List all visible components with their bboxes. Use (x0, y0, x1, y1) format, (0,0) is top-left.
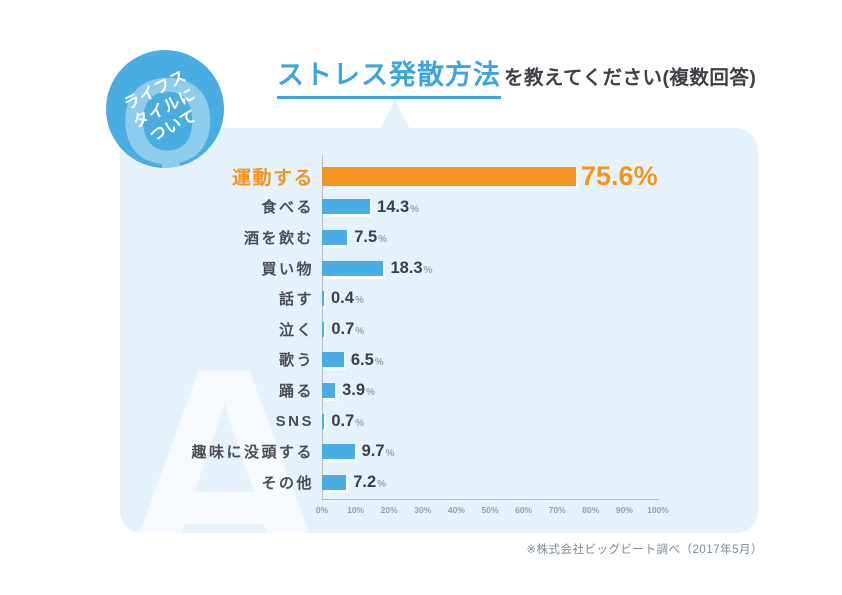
value-label: 7.5% (354, 228, 388, 247)
category-label: 踊る (278, 382, 314, 400)
speech-bubble-arrow (380, 100, 410, 129)
value-label: 7.2% (353, 472, 387, 491)
category-label: その他 (261, 474, 314, 492)
value-label: 6.5% (350, 350, 384, 369)
category-label: 趣味に没頭する (191, 444, 314, 462)
page-title: ストレス発散方法 を教えてください(複数回答) (277, 53, 756, 99)
bar (322, 166, 577, 186)
value-label: 0.4% (331, 289, 364, 308)
x-axis-tick: 80% (582, 505, 600, 515)
x-axis-tick: 100% (647, 505, 669, 515)
title-highlight: ストレス発散方法 (277, 53, 501, 99)
category-label: 食べる (261, 199, 314, 217)
value-label: 3.9% (342, 381, 375, 400)
bar-row: その他 7.2% (120, 467, 758, 498)
x-axis-tick: 90% (615, 505, 633, 515)
bar (322, 291, 324, 307)
bar-rows: 運動する 75.6% 食べる 14.3% 酒を飲む 7.5% 買い物 18.3% 話す 0.4% 泣… (120, 161, 758, 498)
bar (322, 474, 347, 490)
bar-row: 趣味に没頭する 9.7% (120, 436, 758, 467)
value-label: 14.3% (377, 197, 420, 216)
bar-row: 話す 0.4% (120, 283, 758, 314)
value-label: 0.7% (331, 320, 365, 339)
x-axis-tick: 70% (548, 505, 566, 515)
category-label: 歌う (278, 352, 314, 370)
bar-row: 泣く 0.7% (120, 314, 758, 345)
bar (322, 382, 336, 398)
category-label: 買い物 (261, 260, 314, 278)
bar (322, 444, 355, 460)
bar (322, 260, 384, 276)
bar-row: 買い物 18.3% (120, 253, 758, 284)
title-suffix: を教えてください(複数回答) (504, 67, 757, 89)
x-axis-tick: 40% (447, 505, 465, 515)
question-badge-text: ライフス タイルに ついて (106, 50, 224, 168)
bar (322, 199, 371, 215)
value-label: 0.7% (331, 411, 365, 430)
bar-chart: 運動する 75.6% 食べる 14.3% 酒を飲む 7.5% 買い物 18.3% 話す 0.4% 泣… (120, 128, 758, 533)
bar-row: 食べる 14.3% (120, 192, 758, 223)
x-axis-tick: 30% (414, 505, 432, 515)
value-label: 9.7% (361, 442, 395, 461)
bar-row: 酒を飲む 7.5% (120, 222, 758, 253)
x-axis-tick: 0% (315, 505, 329, 515)
bar (322, 321, 325, 337)
x-axis-tick: 20% (380, 505, 398, 515)
x-axis-line (322, 499, 659, 500)
bar (322, 229, 348, 245)
bar-row: 踊る 3.9% (120, 375, 758, 406)
bar-row: 歌う 6.5% (120, 345, 758, 376)
value-label: 75.6% (581, 160, 658, 191)
x-axis-tick: 50% (481, 505, 499, 515)
bar (322, 413, 325, 429)
x-axis-tick: 10% (347, 505, 365, 515)
category-label: 運動する (231, 167, 314, 189)
question-badge: Q ライフス タイルに ついて (106, 50, 224, 168)
bar-row: SNS 0.7% (120, 406, 758, 437)
x-axis-tick: 60% (515, 505, 533, 515)
category-label: SNS (275, 412, 314, 430)
value-label: 18.3% (390, 258, 433, 277)
source-note: ※株式会社ビッグビート調べ（2017年5月） (526, 544, 763, 556)
bar (322, 352, 344, 368)
category-label: 泣く (278, 321, 314, 339)
category-label: 話す (278, 291, 314, 309)
category-label: 酒を飲む (243, 229, 314, 247)
q-watermark-letter: Q (120, 53, 216, 168)
bar-row: 運動する 75.6% (120, 161, 758, 192)
answer-panel: A 運動する 75.6% 食べる 14.3% 酒を飲む 7.5% 買い物 18.3% 話す 0.4… (120, 128, 758, 533)
